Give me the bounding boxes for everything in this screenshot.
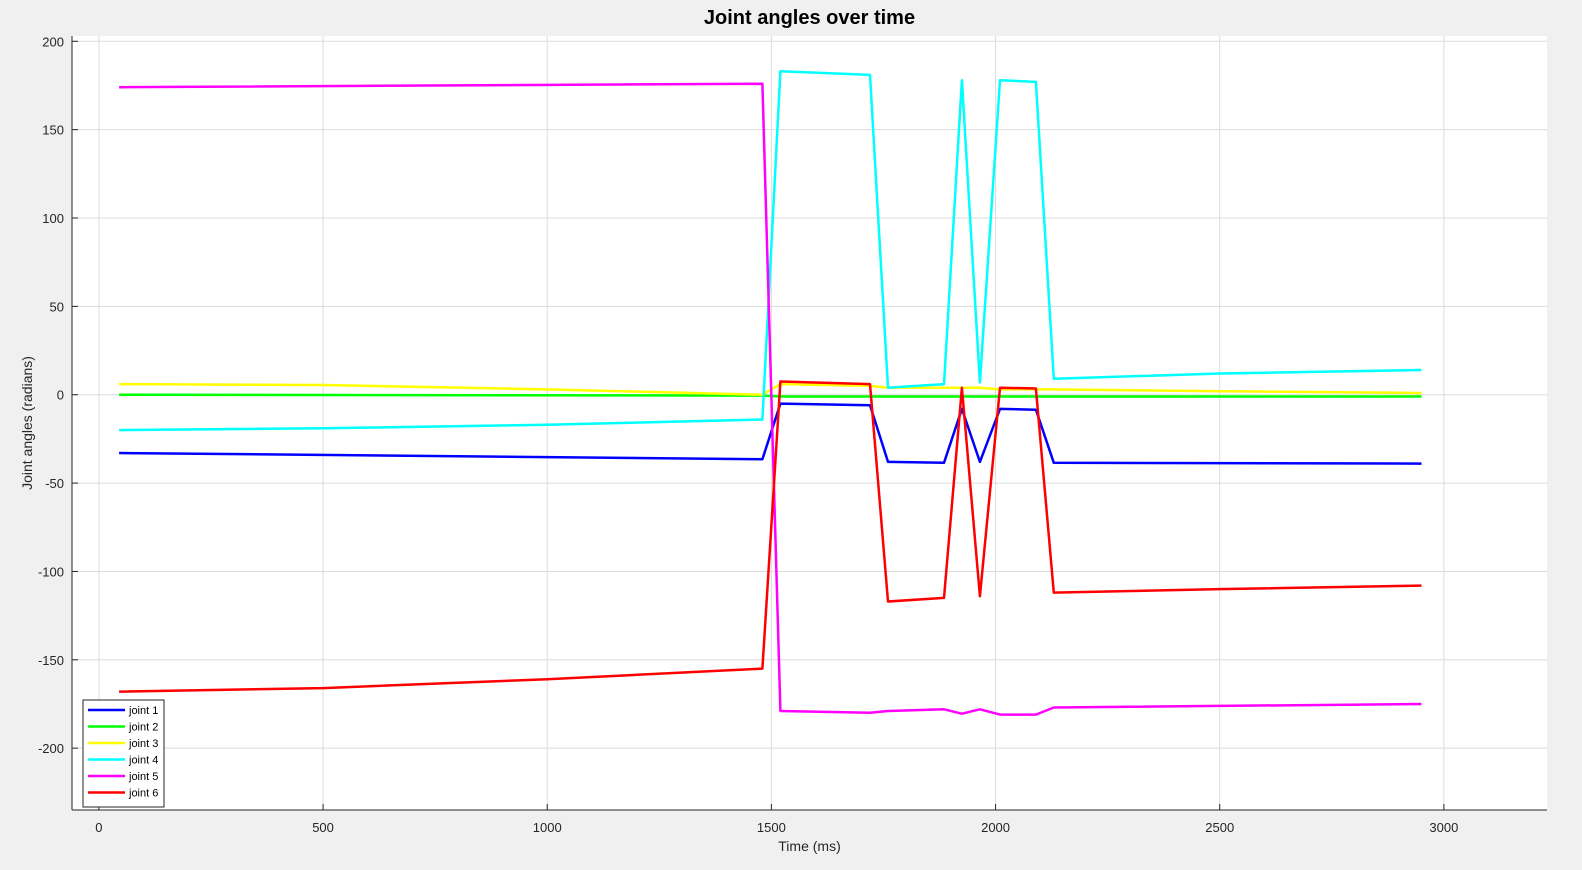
legend-box xyxy=(82,699,165,808)
series-layer xyxy=(119,70,1422,716)
grid xyxy=(72,36,1547,810)
x-tick-label: 0 xyxy=(95,820,102,835)
x-tick-label: 500 xyxy=(312,820,334,835)
legend-entry-label: joint 3 xyxy=(128,738,158,750)
plot-area xyxy=(72,36,1547,810)
legend-entry-label: joint 2 xyxy=(128,722,158,734)
y-tick-label: -150 xyxy=(38,653,64,668)
x-tick-label: 3000 xyxy=(1429,820,1458,835)
series-line-joint-6 xyxy=(119,380,1422,693)
legend-entry-label: joint 5 xyxy=(128,771,158,783)
y-tick-label: 50 xyxy=(50,299,64,314)
legend-entry-label: joint 6 xyxy=(128,788,158,800)
y-tick-label: 200 xyxy=(42,34,64,49)
series-line-joint-4 xyxy=(119,70,1422,432)
x-tick-label: 1000 xyxy=(533,820,562,835)
x-axis-label: Time (ms) xyxy=(778,838,840,854)
series-line-joint-5 xyxy=(119,82,1422,716)
x-tick-label: 1500 xyxy=(757,820,786,835)
y-tick-labels: 200 150 100 50 0 -50 -100 -150 -200 xyxy=(38,34,64,756)
chart-title: Joint angles over time xyxy=(704,7,915,29)
legend-entry-label: joint 1 xyxy=(128,705,158,717)
legend-entry-label: joint 4 xyxy=(128,755,158,767)
series-line-joint-2 xyxy=(119,393,1422,398)
y-tick-label: -100 xyxy=(38,564,64,579)
axes xyxy=(71,36,1547,811)
y-tick-label: 150 xyxy=(42,123,64,138)
x-tick-label: 2500 xyxy=(1205,820,1234,835)
y-tick-label: 0 xyxy=(57,388,64,403)
y-tick-label: -50 xyxy=(45,476,64,491)
series-line-joint-3 xyxy=(119,382,1422,396)
y-tick-label: -200 xyxy=(38,741,64,756)
y-axis-label: Joint angles (radians) xyxy=(19,356,35,490)
y-tick-label: 100 xyxy=(42,211,64,226)
legend[interactable]: joint 1 joint 2 joint 3 joint 4 joint 5 joint… xyxy=(82,699,165,808)
x-tick-label: 2000 xyxy=(981,820,1010,835)
x-tick-labels: 0 500 1000 1500 2000 2500 3000 xyxy=(95,820,1458,835)
